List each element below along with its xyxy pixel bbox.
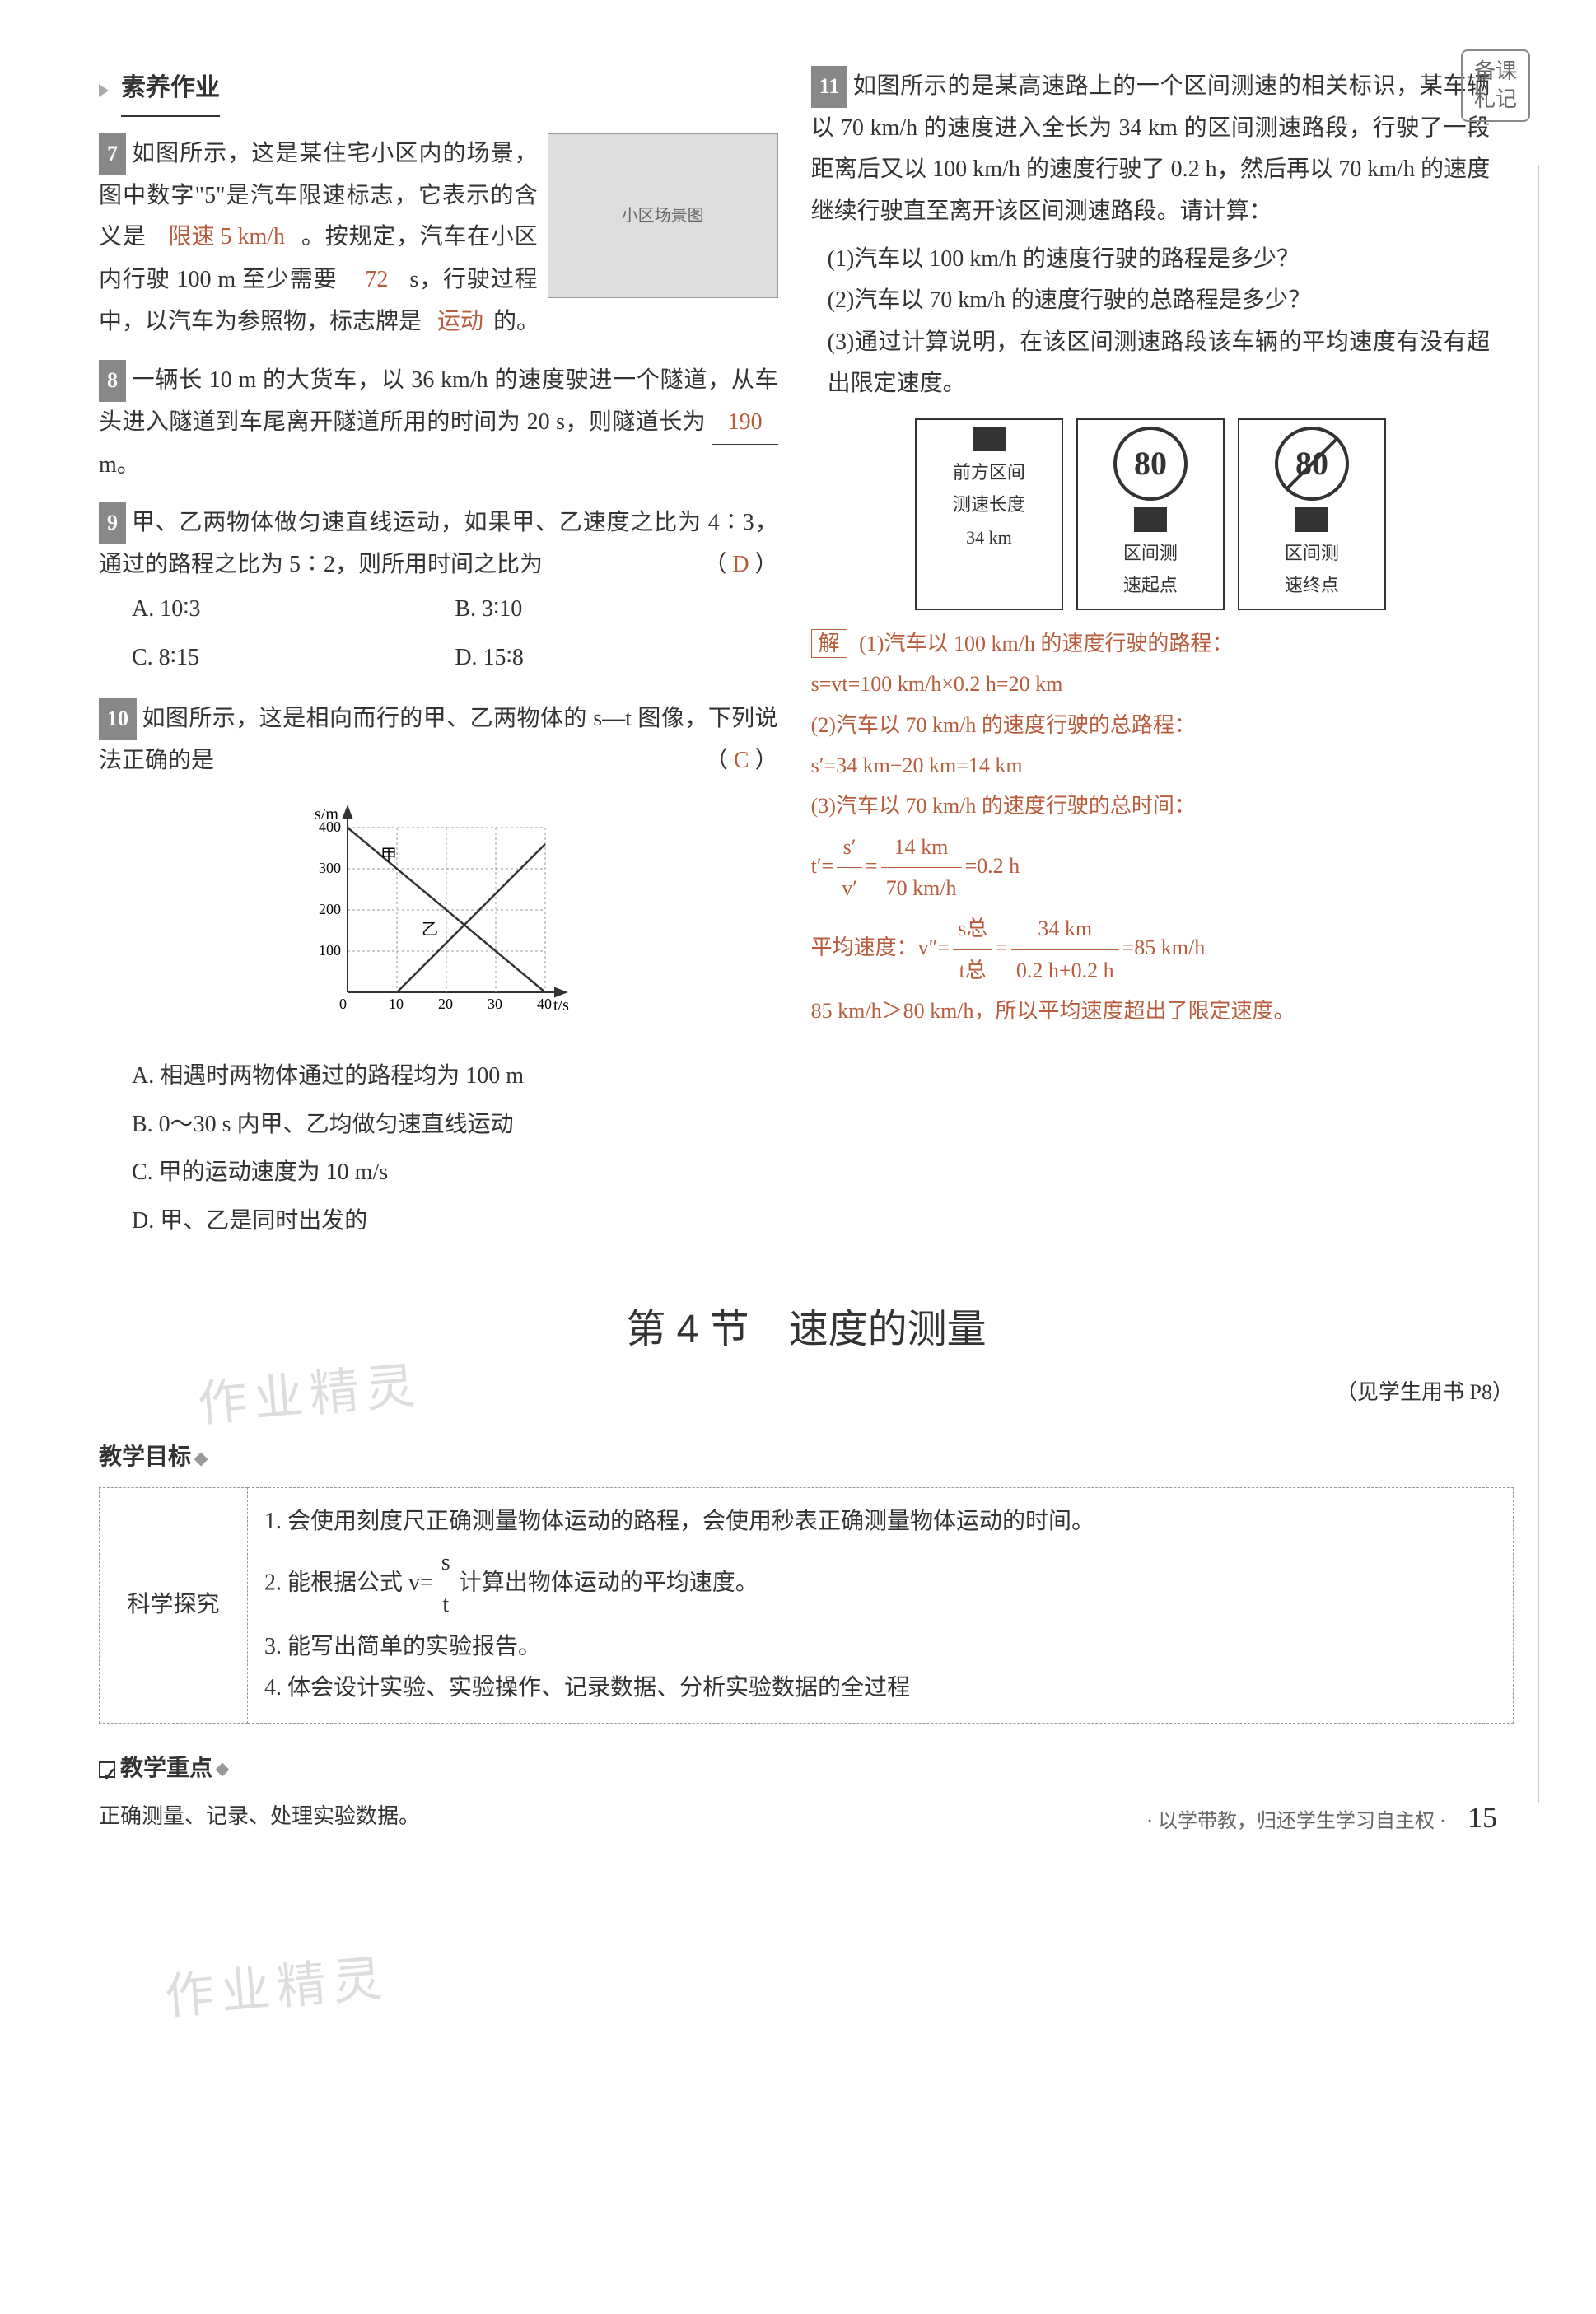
speed-signs: 前方区间 测速长度 34 km 80 区间测 速起点 80 区间测 速终点 (811, 418, 1491, 610)
camera-icon (1134, 507, 1167, 532)
badge-line2: 札记 (1474, 86, 1517, 114)
question-9: 9甲、乙两物体做匀速直线运动，如果甲、乙速度之比为 4∶3，通过的路程之比为 5… (99, 502, 778, 682)
sign-2: 80 区间测 速起点 (1076, 418, 1225, 610)
qnum-8: 8 (99, 360, 126, 402)
q7-blank1: 限速 5 km/h (152, 217, 301, 259)
q11-solution: 解 (1)汽车以 100 km/h 的速度行驶的路程： s=vt=100 km/… (811, 623, 1491, 1032)
svg-text:20: 20 (438, 996, 453, 1012)
camera-icon (1295, 507, 1328, 532)
margin-decoration (1538, 165, 1571, 1803)
qnum-10: 10 (99, 698, 137, 740)
question-7: 小区场景图 7如图所示，这是某住宅小区内的场景，图中数字"5"是汽车限速标志，它… (99, 133, 778, 343)
q7-blank3: 运动 (427, 301, 493, 343)
q9-options: A. 10∶3 B. 3∶10 C. 8∶15 D. 15∶8 (99, 585, 778, 682)
question-10: 10如图所示，这是相向而行的甲、乙两物体的 s—t 图像，下列说法正确的是 （ … (99, 698, 778, 1245)
watermark: 作业精灵 (161, 1934, 392, 2041)
svg-text:300: 300 (319, 860, 341, 876)
qnum-9: 9 (99, 502, 126, 544)
svg-text:甲: 甲 (380, 847, 397, 865)
q7-blank2: 72 (343, 259, 409, 301)
svg-text:乙: 乙 (422, 921, 438, 939)
solution-label: 解 (811, 629, 847, 658)
svg-text:10: 10 (389, 996, 404, 1012)
q9-answer: D (732, 552, 749, 577)
sign-3: 80 区间测 速终点 (1238, 418, 1386, 610)
objectives-header: 教学目标 (99, 1437, 1514, 1478)
qnum-7: 7 (99, 133, 126, 175)
svg-text:400: 400 (319, 819, 341, 835)
page-number: 15 (1468, 1801, 1497, 1834)
diamond-icon (216, 1763, 230, 1777)
svg-text:30: 30 (488, 996, 502, 1012)
obj-items: 1. 会使用刻度尺正确测量物体运动的路程，会使用秒表正确测量物体运动的时间。 2… (248, 1487, 1514, 1723)
sign-1: 前方区间 测速长度 34 km (915, 418, 1063, 610)
focus-header: 教学重点 (99, 1748, 1514, 1789)
objectives-table: 科学探究 1. 会使用刻度尺正确测量物体运动的路程，会使用秒表正确测量物体运动的… (99, 1487, 1514, 1724)
check-icon (99, 1761, 115, 1778)
svg-text:100: 100 (319, 942, 341, 959)
chapter-ref: （见学生用书 P8） (99, 1374, 1514, 1412)
section-header: 素养作业 (121, 66, 220, 117)
svg-text:0: 0 (339, 996, 347, 1012)
footer-motto: · 以学带教，归还学生学习自主权 · (1146, 1811, 1446, 1832)
camera-icon (973, 427, 1006, 451)
question-8: 8一辆长 10 m 的大货车，以 36 km/h 的速度驶进一个隧道，从车头进入… (99, 360, 778, 486)
obj-item-2: 2. 能根据公式 v=st计算出物体运动的平均速度。 (264, 1542, 1496, 1626)
svg-text:200: 200 (319, 901, 341, 917)
chapter-title: 第 4 节 速度的测量 (99, 1295, 1514, 1365)
page-footer: · 以学带教，归还学生学习自主权 · 15 (1146, 1791, 1497, 1845)
svg-text:t/s: t/s (553, 996, 569, 1015)
lesson-notes-badge: 备课 札记 (1461, 49, 1530, 122)
q10-options: A. 相遇时两物体通过的路程均为 100 m B. 0～30 s 内甲、乙均做匀… (99, 1052, 778, 1245)
svg-text:40: 40 (537, 996, 552, 1012)
question-11: 11如图所示的是某高速路上的一个区间测速的相关标识，某车辆以 70 km/h 的… (811, 66, 1491, 1032)
qnum-11: 11 (811, 66, 848, 108)
q8-blank1: 190 (712, 402, 778, 444)
badge-line1: 备课 (1474, 58, 1517, 86)
q10-graph: s/m 400 300 200 100 0 10 20 30 40 t/s 甲 … (99, 795, 778, 1039)
q7-image: 小区场景图 (548, 133, 778, 298)
section-header-row: 素养作业 (99, 66, 778, 133)
q10-answer: C (734, 748, 749, 773)
obj-row-label: 科学探究 (100, 1487, 248, 1723)
diamond-icon (194, 1452, 208, 1466)
arrow-icon (99, 84, 109, 97)
